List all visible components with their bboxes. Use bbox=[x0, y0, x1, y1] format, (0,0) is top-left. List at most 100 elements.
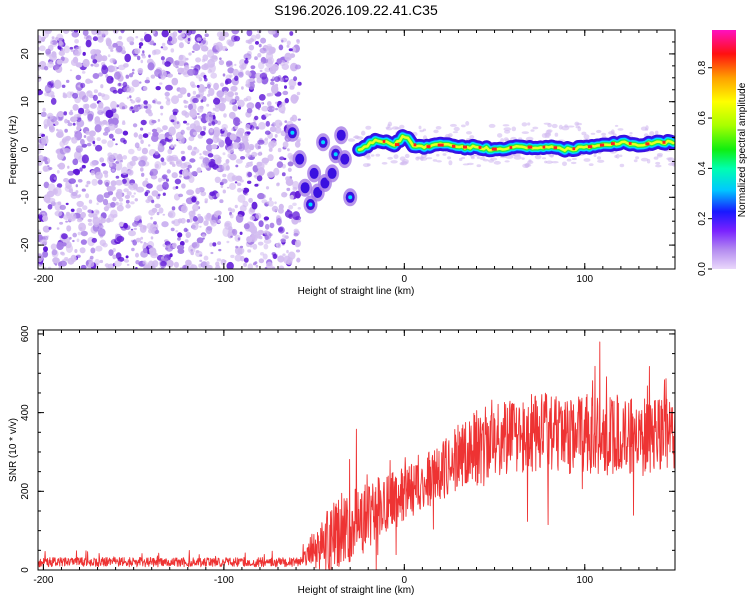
noise-speckle bbox=[72, 158, 79, 166]
noise-speckle bbox=[156, 211, 160, 216]
noise-speckle bbox=[50, 243, 57, 251]
noise-speckle bbox=[90, 247, 96, 254]
noise-speckle bbox=[258, 43, 262, 48]
noise-speckle bbox=[186, 189, 195, 196]
noise-speckle bbox=[77, 179, 83, 183]
ridge-halo bbox=[435, 126, 442, 130]
noise-speckle bbox=[250, 65, 256, 70]
noise-speckle bbox=[294, 95, 299, 101]
noise-speckle bbox=[45, 48, 51, 55]
noise-speckle bbox=[259, 72, 268, 80]
noise-speckle bbox=[41, 136, 49, 145]
noise-speckle bbox=[110, 180, 117, 187]
ridge-halo bbox=[524, 163, 532, 167]
noise-speckle bbox=[141, 147, 148, 155]
noise-speckle bbox=[139, 224, 147, 233]
noise-speckle bbox=[48, 226, 52, 230]
noise-speckle bbox=[220, 82, 224, 87]
ridge-halo bbox=[453, 126, 460, 132]
ridge-halo bbox=[466, 131, 472, 135]
noise-speckle bbox=[148, 54, 151, 58]
noise-speckle bbox=[274, 76, 281, 83]
noise-speckle bbox=[96, 202, 99, 205]
noise-speckle bbox=[151, 119, 157, 124]
x-tick-label: -200 bbox=[33, 575, 53, 586]
noise-speckle bbox=[51, 249, 58, 256]
ridge-halo bbox=[442, 153, 447, 156]
noise-speckle bbox=[258, 258, 265, 264]
noise-speckle bbox=[107, 140, 114, 148]
noise-speckle bbox=[88, 212, 94, 218]
noise-speckle bbox=[203, 74, 207, 79]
noise-speckle bbox=[132, 110, 135, 114]
noise-speckle bbox=[274, 126, 282, 134]
noise-speckle bbox=[119, 202, 123, 206]
y-tick-label: -20 bbox=[20, 237, 31, 252]
noise-speckle bbox=[186, 219, 190, 223]
noise-speckle bbox=[291, 114, 298, 122]
noise-speckle bbox=[126, 36, 135, 43]
ridge-halo bbox=[503, 137, 509, 142]
ridge-halo bbox=[404, 153, 410, 159]
noise-speckle bbox=[115, 143, 118, 146]
y-tick-label: -10 bbox=[20, 190, 31, 205]
noise-speckle bbox=[255, 264, 259, 268]
noise-speckle bbox=[91, 178, 98, 186]
noise-speckle bbox=[147, 62, 155, 71]
noise-speckle bbox=[281, 172, 286, 177]
noise-speckle bbox=[206, 264, 213, 269]
noise-speckle bbox=[285, 232, 289, 235]
noise-speckle bbox=[246, 131, 251, 135]
noise-speckle bbox=[239, 231, 243, 235]
noise-speckle bbox=[170, 227, 175, 232]
ridge-halo bbox=[656, 154, 663, 158]
ridge-halo bbox=[543, 122, 551, 125]
noise-speckle bbox=[234, 92, 239, 96]
noise-speckle bbox=[204, 198, 209, 202]
noise-speckle bbox=[281, 191, 288, 198]
ridge-halo bbox=[423, 135, 427, 141]
noise-speckle bbox=[199, 225, 202, 228]
noise-speckle bbox=[165, 95, 169, 100]
noise-speckle bbox=[124, 194, 131, 199]
noise-speckle bbox=[140, 127, 144, 131]
noise-speckle bbox=[175, 186, 179, 189]
noise-speckle bbox=[72, 92, 79, 99]
noise-speckle bbox=[177, 248, 185, 254]
noise-speckle bbox=[130, 106, 134, 110]
noise-speckle bbox=[264, 130, 271, 135]
ridge-halo bbox=[615, 153, 620, 159]
noise-speckle bbox=[224, 92, 233, 102]
ridge-halo bbox=[671, 161, 675, 166]
noise-speckle bbox=[89, 103, 97, 109]
y-tick-label: 0 bbox=[20, 146, 31, 152]
noise-speckle bbox=[101, 162, 106, 167]
noise-speckle bbox=[195, 94, 201, 98]
noise-speckle bbox=[123, 188, 129, 193]
noise-speckle bbox=[289, 194, 294, 200]
noise-speckle bbox=[81, 164, 86, 169]
noise-speckle bbox=[197, 115, 203, 119]
noise-speckle bbox=[153, 252, 157, 256]
noise-speckle bbox=[42, 215, 49, 222]
snr-series-line bbox=[38, 341, 675, 570]
noise-speckle bbox=[46, 190, 55, 198]
ridge-halo bbox=[612, 133, 617, 137]
noise-speckle bbox=[260, 102, 263, 105]
noise-speckle bbox=[261, 157, 269, 164]
noise-speckle bbox=[245, 57, 248, 61]
noise-speckle bbox=[294, 140, 301, 148]
noise-speckle bbox=[282, 90, 289, 96]
noise-speckle bbox=[115, 175, 120, 179]
ridge-halo bbox=[461, 124, 466, 128]
ridge-halo bbox=[425, 157, 433, 160]
noise-speckle bbox=[135, 252, 139, 258]
noise-speckle bbox=[155, 86, 161, 91]
noise-speckle bbox=[84, 103, 90, 110]
noise-speckle bbox=[101, 65, 109, 75]
noise-speckle bbox=[206, 138, 214, 145]
noise-speckle bbox=[39, 45, 46, 52]
noise-speckle bbox=[56, 170, 60, 174]
noise-speckle bbox=[162, 125, 168, 131]
